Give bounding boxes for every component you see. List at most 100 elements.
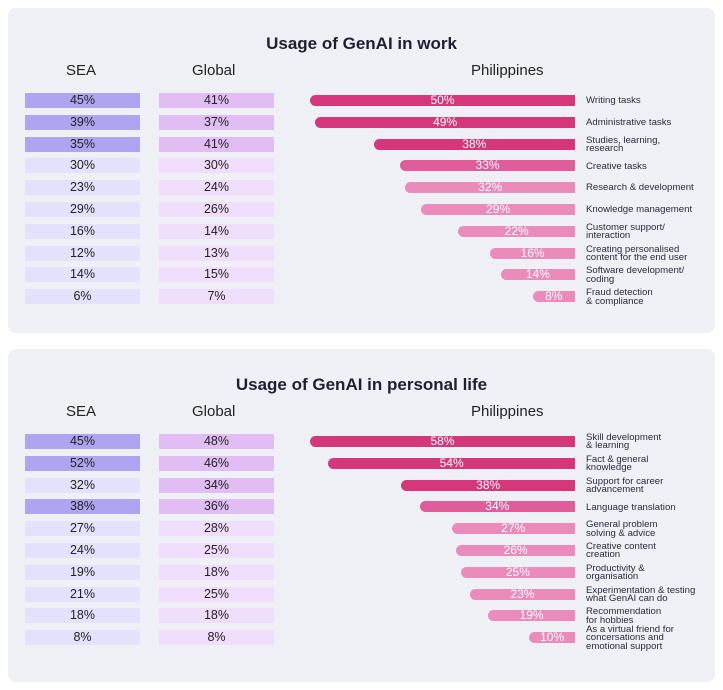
category-label: Recommendation for hobbies: [586, 606, 662, 626]
category-label: Administrative tasks: [586, 117, 672, 128]
sea-value-cell: 38%: [25, 499, 140, 515]
philippines-value-label: 34%: [485, 499, 510, 514]
sea-column-header: SEA: [66, 62, 97, 79]
sea-value-cell: 8%: [25, 630, 140, 646]
philippines-bar: [529, 632, 575, 644]
global-value-cell: 8%: [159, 630, 274, 646]
philippines-value-label: 22%: [504, 223, 529, 238]
global-value-cell: 15%: [159, 267, 274, 283]
philippines-bar: [401, 479, 575, 491]
global-value-cell: 18%: [159, 608, 274, 624]
global-value-cell: 18%: [159, 564, 274, 580]
global-value-cell: 28%: [159, 521, 274, 537]
global-value-cell: 25%: [159, 543, 274, 558]
sea-value-cell: 27%: [25, 521, 140, 537]
philippines-value-label: 19%: [519, 608, 544, 623]
sea-value-cell: 24%: [25, 543, 140, 558]
global-value-cell: 25%: [159, 586, 274, 602]
category-label: Creative content creation: [586, 540, 656, 561]
sea-value-cell: 12%: [25, 245, 140, 261]
global-value-cell: 36%: [159, 499, 274, 515]
philippines-bar: [490, 247, 575, 259]
sea-value-cell: 52%: [25, 455, 140, 471]
philippines-column-header: Philippines: [471, 403, 544, 420]
personal-chart-title: Usage of GenAI in personal life: [235, 375, 488, 394]
personal-usage-panel: Usage of GenAI in personal life SEA Glob…: [8, 349, 715, 682]
philippines-value-label: 16%: [520, 245, 545, 260]
philippines-bar: [310, 95, 575, 106]
philippines-bar: [421, 204, 575, 215]
global-value-cell: 13%: [159, 245, 274, 261]
sea-value-cell: 29%: [25, 202, 140, 217]
philippines-bar: [460, 566, 575, 578]
philippines-value-label: 25%: [505, 564, 530, 579]
philippines-value-label: 26%: [503, 543, 528, 557]
category-label: Studies, learning, research: [586, 134, 661, 155]
category-label: Language translation: [586, 501, 676, 513]
philippines-value-label: 10%: [540, 630, 565, 645]
category-label: Writing tasks: [586, 95, 641, 107]
category-label: Creative tasks: [586, 160, 647, 172]
philippines-bar: [315, 116, 575, 128]
sea-value-cell: 14%: [25, 267, 140, 283]
global-value-cell: 46%: [159, 455, 274, 471]
sea-value-cell: 6%: [25, 289, 140, 305]
global-value-cell: 34%: [159, 477, 274, 493]
category-label: Creating personalised content for the end…: [586, 243, 688, 264]
sea-value-cell: 21%: [25, 586, 140, 602]
work-chart-title: Usage of GenAI in work: [266, 34, 457, 53]
philippines-value-label: 50%: [430, 93, 455, 107]
global-value-cell: 26%: [159, 202, 274, 217]
philippines-value-label: 14%: [525, 267, 550, 282]
philippines-bar: [310, 436, 575, 447]
philippines-value-label: 38%: [462, 136, 487, 151]
category-label: Customer support/interaction: [586, 221, 665, 242]
philippines-bar: [405, 182, 575, 194]
sea-value-cell: 39%: [25, 114, 140, 130]
philippines-bar: [500, 269, 575, 281]
category-label: Fact & general knowledge: [586, 453, 649, 474]
philippines-bar: [488, 610, 575, 622]
sea-value-cell: 19%: [25, 564, 140, 580]
category-label: General problem solving & advice: [586, 519, 658, 539]
sea-value-cell: 30%: [25, 158, 140, 174]
global-value-cell: 41%: [159, 93, 274, 108]
sea-value-cell: 16%: [25, 223, 140, 239]
philippines-bar: [532, 291, 575, 303]
category-label: Support for career advancement: [586, 475, 664, 496]
philippines-value-label: 58%: [430, 434, 455, 448]
philippines-value-label: 49%: [433, 114, 458, 129]
philippines-value-label: 33%: [475, 158, 500, 173]
category-label: Experimentation & testing what GenAI can …: [586, 584, 696, 605]
philippines-bar: [419, 501, 575, 513]
sea-value-cell: 45%: [25, 93, 140, 108]
philippines-value-label: 29%: [486, 202, 511, 216]
global-value-cell: 30%: [159, 158, 274, 174]
philippines-value-label: 27%: [501, 521, 526, 536]
sea-column-header: SEA: [66, 403, 97, 420]
philippines-value-label: 23%: [510, 586, 535, 601]
philippines-bar: [458, 225, 575, 237]
philippines-bar: [373, 138, 575, 150]
sea-value-cell: 45%: [25, 434, 140, 449]
philippines-value-label: 32%: [478, 180, 503, 195]
philippines-bar: [328, 457, 575, 469]
global-column-header: Global: [192, 62, 236, 79]
philippines-value-label: 54%: [439, 455, 464, 470]
global-value-cell: 48%: [159, 434, 274, 449]
philippines-column-header: Philippines: [471, 62, 544, 79]
philippines-bar: [469, 588, 575, 600]
philippines-value-label: 38%: [476, 477, 501, 492]
sea-value-cell: 23%: [25, 180, 140, 196]
category-label: As a virtual friend for concersations and…: [586, 623, 674, 652]
category-label: Knowledge management: [586, 204, 693, 216]
category-label: Skill development & learning: [586, 431, 662, 452]
global-value-cell: 37%: [159, 114, 274, 130]
philippines-bar: [456, 545, 575, 556]
global-value-cell: 24%: [159, 180, 274, 196]
category-label: Research & development: [586, 182, 694, 194]
philippines-bar: [451, 523, 575, 535]
category-label: Software development/coding: [586, 265, 685, 285]
category-label: Productivity & organisation: [586, 562, 645, 583]
global-value-cell: 7%: [159, 289, 274, 305]
